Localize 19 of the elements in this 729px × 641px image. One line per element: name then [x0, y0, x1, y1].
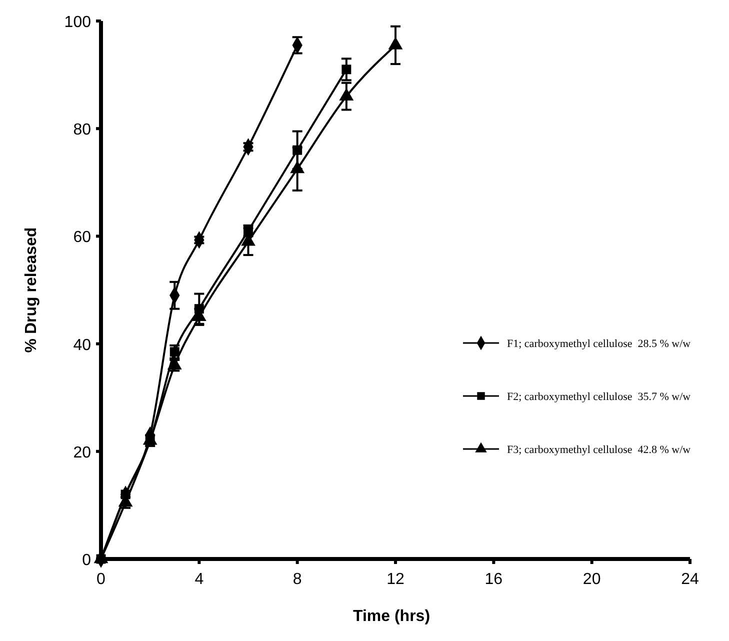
y-tick-label: 0: [82, 552, 92, 569]
x-tick-label: 24: [681, 571, 699, 588]
x-tick-label: 16: [484, 571, 503, 588]
x-tick-label: 8: [292, 571, 302, 588]
y-tick-label: 80: [73, 122, 92, 139]
legend-label: F3; carboxymethyl cellulose 42.8 % w/w: [507, 444, 691, 456]
y-tick-label: 40: [73, 336, 92, 354]
y-tick-label: 60: [73, 229, 92, 246]
y-axis-title: % Drug released: [23, 227, 40, 353]
point: [342, 64, 352, 74]
y-tick-label: 20: [73, 444, 92, 462]
x-tick-label: 20: [582, 571, 601, 588]
y-tick-label: 100: [64, 14, 92, 31]
x-tick-label: 4: [194, 571, 204, 588]
x-axis-title: Time (hrs): [352, 608, 430, 625]
legend-label: F1; carboxymethyl cellulose 28.5 % w/w: [507, 338, 691, 350]
x-tick-label: 12: [386, 571, 404, 588]
legend-label: F2; carboxymethyl cellulose 35.7 % w/w: [507, 391, 691, 403]
x-tick-label: 0: [96, 571, 106, 588]
